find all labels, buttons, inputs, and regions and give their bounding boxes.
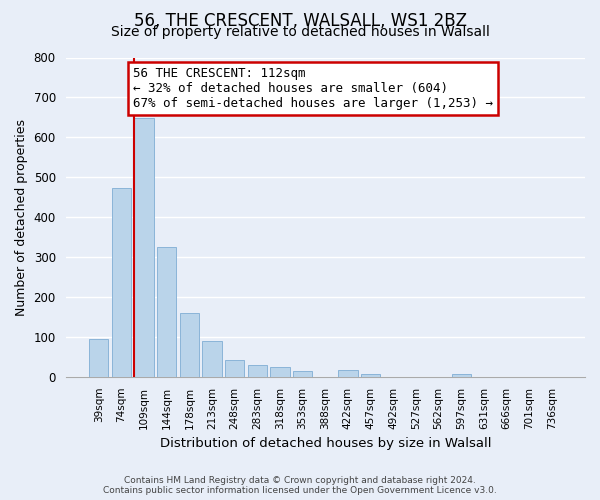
Bar [338, 370, 358, 377]
Bar [157, 247, 176, 377]
Text: 56, THE CRESCENT, WALSALL, WS1 2BZ: 56, THE CRESCENT, WALSALL, WS1 2BZ [133, 12, 467, 30]
Text: Contains HM Land Registry data © Crown copyright and database right 2024.
Contai: Contains HM Land Registry data © Crown c… [103, 476, 497, 495]
Bar [293, 371, 312, 377]
Bar [361, 374, 380, 377]
Bar [134, 118, 154, 377]
Bar [452, 374, 471, 377]
X-axis label: Distribution of detached houses by size in Walsall: Distribution of detached houses by size … [160, 437, 491, 450]
Text: Size of property relative to detached houses in Walsall: Size of property relative to detached ho… [110, 25, 490, 39]
Text: 56 THE CRESCENT: 112sqm
← 32% of detached houses are smaller (604)
67% of semi-d: 56 THE CRESCENT: 112sqm ← 32% of detache… [133, 67, 493, 110]
Bar [225, 360, 244, 377]
Bar [202, 341, 221, 377]
Bar [112, 188, 131, 377]
Bar [89, 339, 109, 377]
Bar [180, 313, 199, 377]
Bar [248, 365, 267, 377]
Bar [271, 367, 290, 377]
Y-axis label: Number of detached properties: Number of detached properties [15, 118, 28, 316]
